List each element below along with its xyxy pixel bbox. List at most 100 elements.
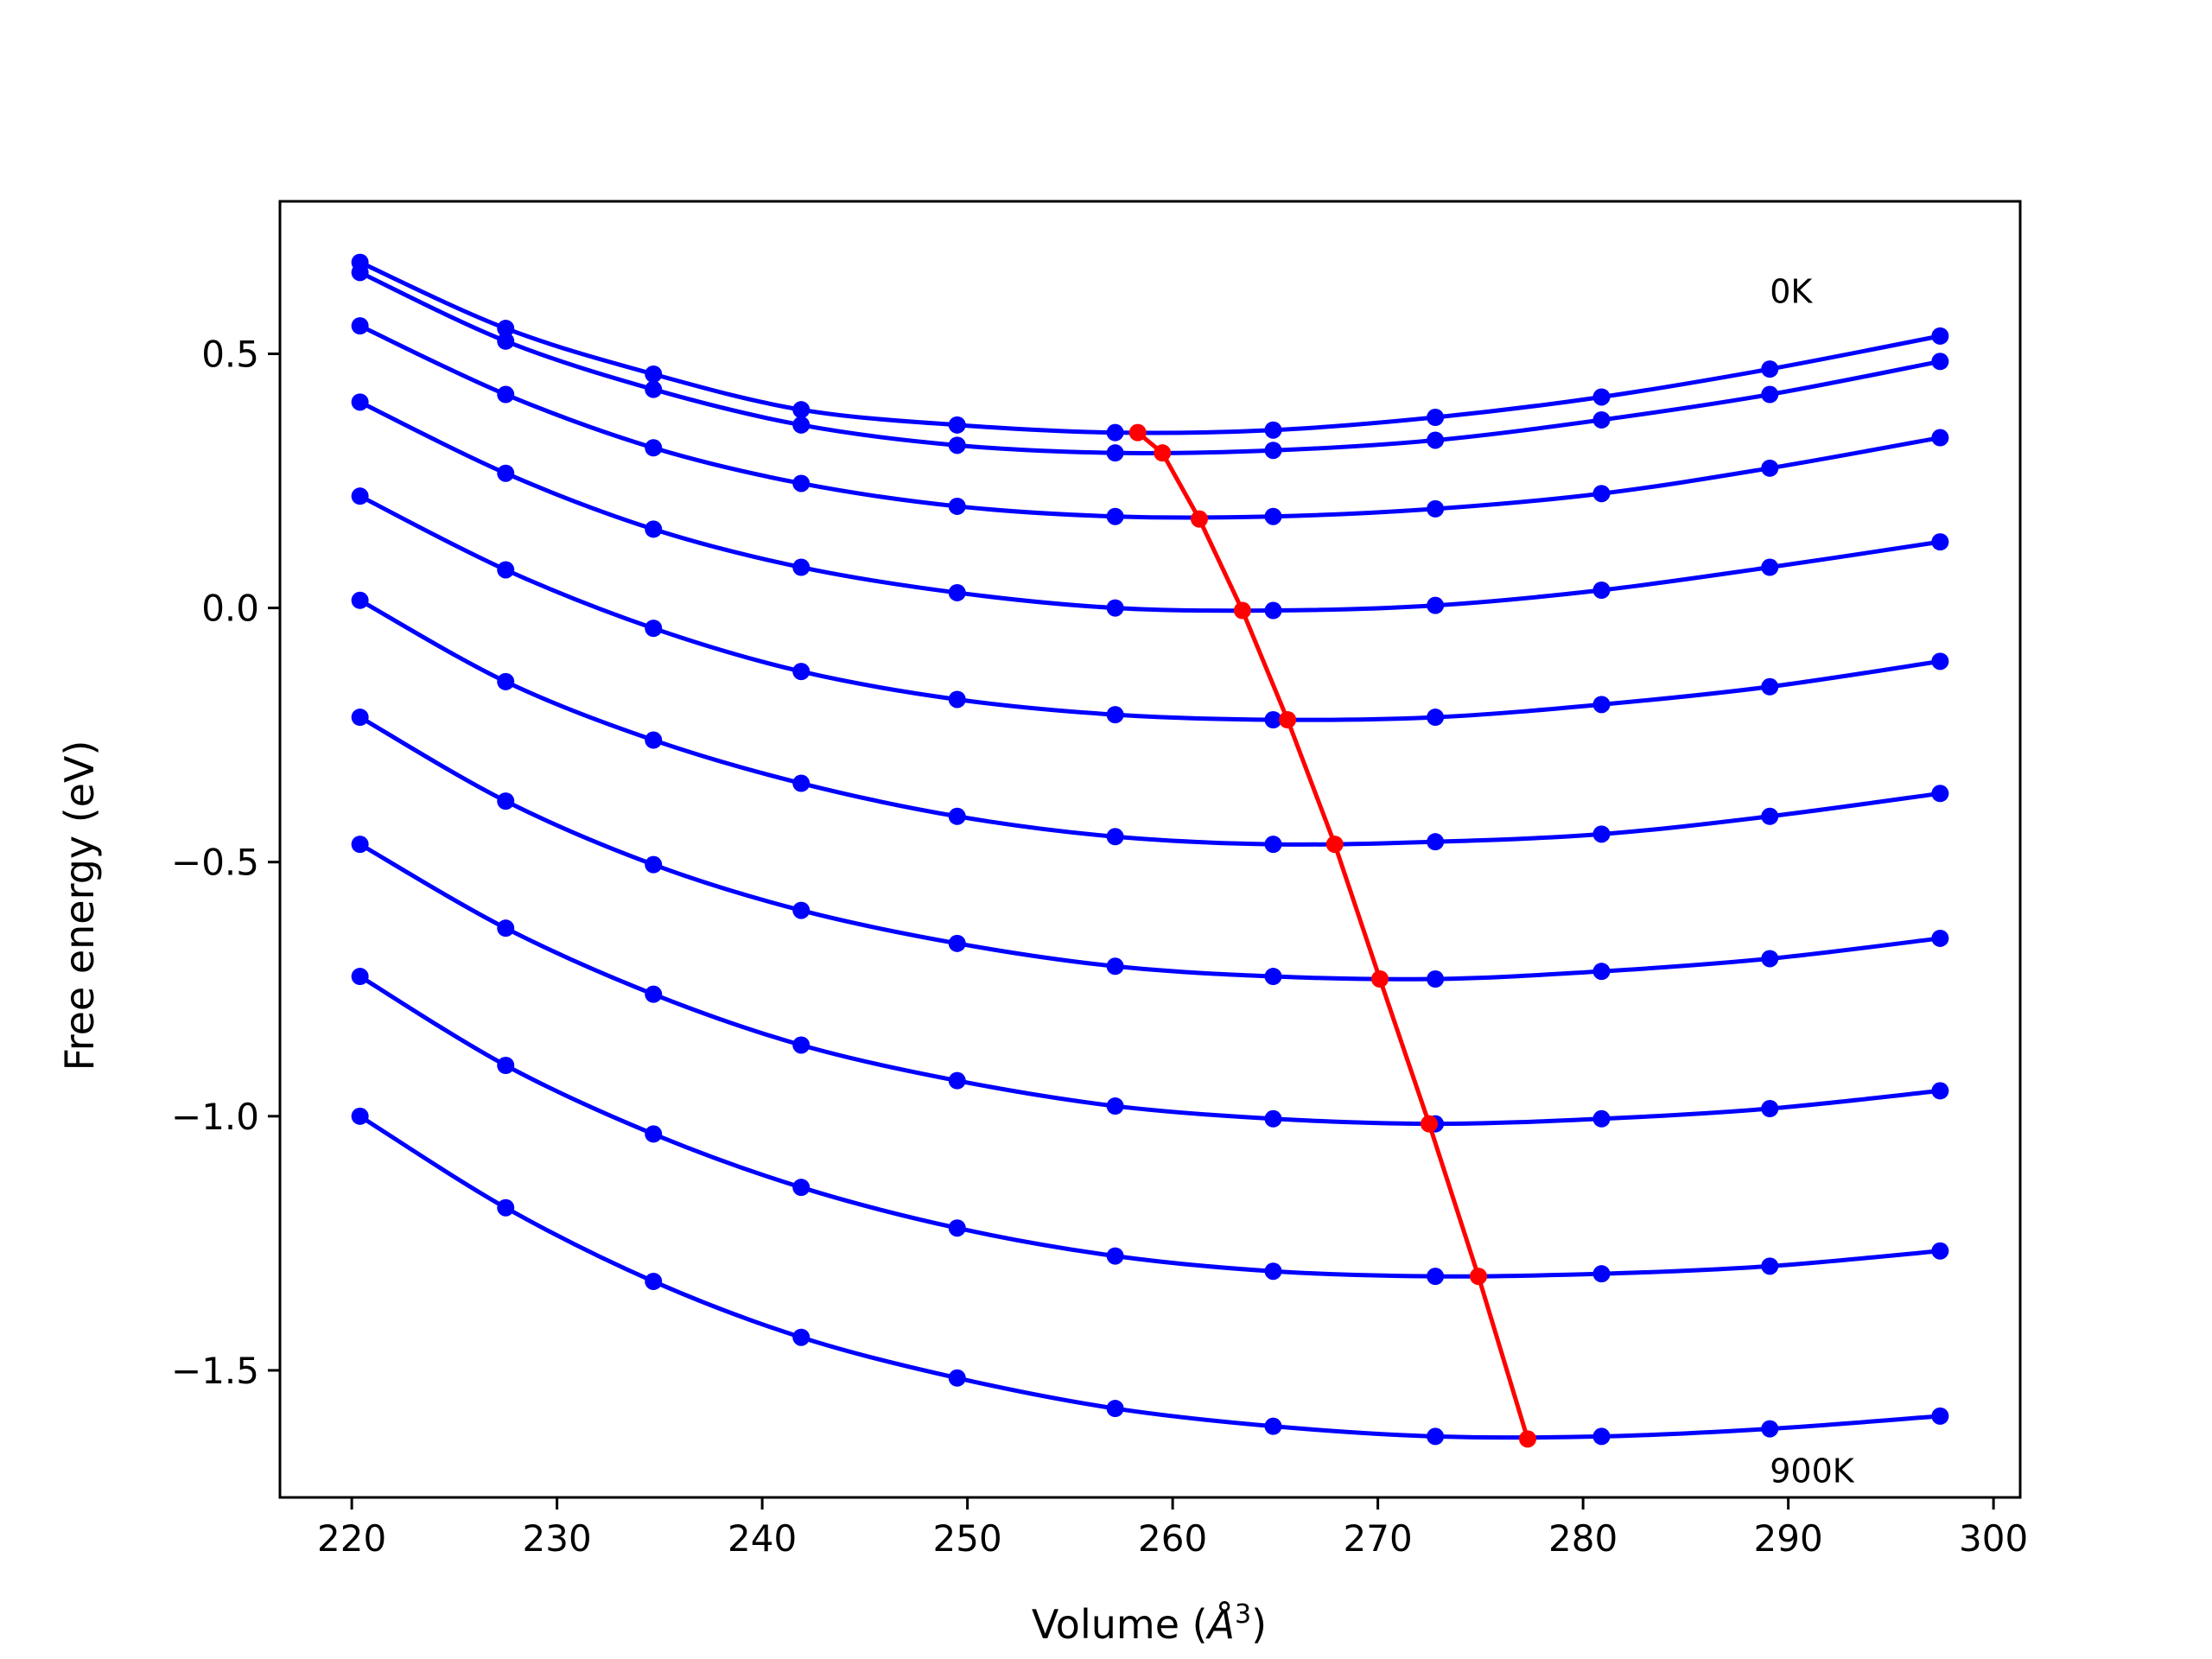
x-tick-label: 290	[1754, 1517, 1823, 1560]
series-point	[1931, 929, 1949, 947]
minima-point	[1470, 1268, 1487, 1286]
series-point	[1761, 558, 1779, 576]
series-point	[645, 380, 663, 398]
series-point	[497, 561, 515, 579]
x-tick-label: 270	[1344, 1517, 1413, 1560]
series-point	[1761, 1100, 1779, 1117]
series-point	[1427, 499, 1445, 518]
series-2	[351, 264, 1949, 462]
series-point	[1106, 828, 1124, 846]
series-point	[1931, 533, 1949, 551]
annotations: 0K 900K	[1770, 273, 1855, 1491]
series-point	[1592, 582, 1611, 599]
series-point	[497, 320, 515, 338]
series-point	[1427, 1427, 1445, 1446]
series-point	[792, 416, 810, 434]
series-point	[792, 558, 810, 576]
x-axis-label-close: )	[1251, 1601, 1267, 1648]
series-point	[792, 774, 810, 792]
series-point	[948, 583, 966, 601]
series-point	[645, 439, 663, 457]
series-point	[645, 620, 663, 638]
series-point	[1931, 785, 1949, 803]
series-point	[497, 672, 515, 690]
series-point	[948, 690, 966, 709]
series-point	[1427, 1268, 1445, 1286]
series-point	[1592, 1265, 1611, 1283]
series-point	[1761, 1420, 1779, 1438]
series-point	[1592, 696, 1611, 714]
x-axis-label-unit: Å	[1205, 1601, 1235, 1648]
series-point	[948, 436, 966, 454]
series-point	[948, 934, 966, 952]
series-point	[1761, 807, 1779, 825]
series-9	[351, 968, 1949, 1286]
series-point	[351, 393, 369, 411]
series-point	[1264, 1417, 1282, 1435]
series-point	[1106, 706, 1124, 724]
series-point	[351, 1107, 369, 1125]
series-point	[1761, 1257, 1779, 1275]
minima-point	[1191, 510, 1208, 528]
x-tick-label: 220	[317, 1517, 386, 1560]
series-point	[1264, 968, 1282, 986]
minima-layer	[1128, 423, 1536, 1448]
plot-frame	[278, 200, 2022, 1499]
y-tick-label: −1.5	[171, 1350, 259, 1392]
series-point	[645, 1273, 663, 1290]
series-point	[1761, 677, 1779, 696]
series-point	[1106, 1400, 1124, 1418]
series-point	[1761, 360, 1779, 378]
series-point	[497, 464, 515, 482]
series-point	[948, 1219, 966, 1237]
x-axis-label-sup: 3	[1235, 1599, 1251, 1630]
x-axis-label: Volume (Å3)	[1032, 1599, 1267, 1648]
minima-point	[1128, 423, 1147, 442]
series-point	[1592, 1427, 1611, 1446]
y-tick-label: −0.5	[171, 842, 259, 884]
minima-point	[1519, 1430, 1536, 1448]
x-tick-label: 260	[1138, 1517, 1207, 1560]
series-point	[1761, 385, 1779, 404]
series-point	[1427, 596, 1445, 614]
series-point	[1106, 599, 1124, 617]
series-point	[497, 1198, 515, 1217]
series-point	[1931, 353, 1949, 371]
series-point	[1931, 1242, 1949, 1260]
series-point	[1106, 957, 1124, 976]
series-point	[1592, 1109, 1611, 1128]
series-point	[1264, 507, 1282, 525]
series-point	[1264, 1262, 1282, 1281]
annotation-label: 900K	[1770, 1452, 1855, 1490]
minima-point	[1279, 711, 1297, 728]
series-point	[1427, 833, 1445, 851]
series-point	[1106, 1097, 1124, 1116]
series-point	[792, 474, 810, 493]
series-point	[1427, 970, 1445, 988]
y-axis-ticks: −1.5 −1.0 −0.5 0.0 0.5	[171, 333, 280, 1392]
y-tick-label: 0.0	[201, 588, 259, 630]
y-tick-label: −1.0	[171, 1096, 259, 1138]
series-point	[645, 1125, 663, 1143]
series-point	[1106, 507, 1124, 525]
series-point	[351, 591, 369, 609]
series-point	[1106, 444, 1124, 462]
series-point	[1264, 421, 1282, 439]
x-tick-label: 230	[523, 1517, 592, 1560]
series-point	[645, 855, 663, 874]
series-point	[1931, 1082, 1949, 1100]
x-tick-label: 240	[728, 1517, 797, 1560]
series-point	[1931, 652, 1949, 671]
x-axis-label-main: Volume (	[1032, 1601, 1208, 1648]
series-point	[1264, 711, 1282, 728]
series-3	[351, 317, 1949, 525]
series-10	[351, 1107, 1949, 1446]
series-point	[645, 731, 663, 749]
series-point	[792, 901, 810, 919]
series-point	[497, 919, 515, 938]
annotation-label: 0K	[1770, 273, 1813, 311]
series-point	[1264, 442, 1282, 460]
series-point	[351, 317, 369, 335]
